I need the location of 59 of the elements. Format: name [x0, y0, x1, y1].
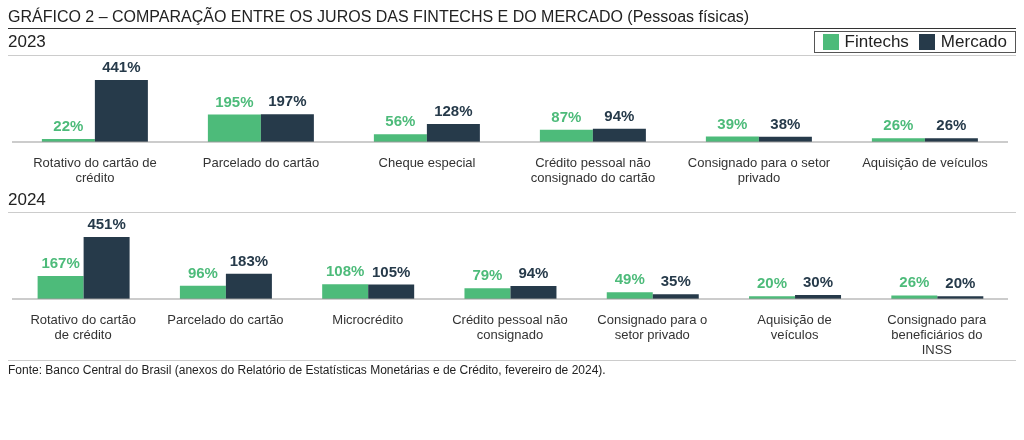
x-tick-label: Microcrédito [332, 312, 404, 327]
bar [207, 114, 261, 142]
bar [539, 129, 593, 142]
chart-title: GRÁFICO 2 – COMPARAÇÃO ENTRE OS JUROS DAS FINTECHS E DO MERCADO (Pessoas físicas) [8, 8, 1016, 29]
bar [83, 237, 130, 299]
x-tick-label: Aquisição de veículos [862, 155, 989, 170]
bar [510, 286, 557, 299]
x-tick-label: Parcelado do cartão [202, 155, 320, 170]
data-label: 105% [372, 262, 411, 280]
x-tick-label: Aquisição de veículos [757, 312, 832, 342]
bar [225, 273, 272, 299]
data-label: 96% [187, 263, 218, 281]
x-tick-label: Rotativo do cartão de crédito [30, 312, 136, 342]
data-label: 26% [936, 116, 967, 134]
x-tick-label: Cheque especial [378, 155, 476, 170]
data-label: 94% [518, 264, 549, 282]
chart-title: 2024 [8, 190, 46, 210]
data-label: 39% [717, 114, 748, 132]
data-label: 26% [883, 116, 914, 134]
data-label: 167% [41, 254, 80, 272]
data-label: 94% [604, 106, 635, 124]
bar [94, 80, 148, 142]
data-label: 183% [229, 251, 269, 269]
data-label: 22% [53, 116, 84, 134]
data-label: 128% [434, 102, 473, 119]
source-note: Fonte: Banco Central do Brasil (anexos do Relatório de Estatísticas Monetárias e de Crédito, fevereiro de 2024). [8, 360, 1016, 377]
bar [37, 276, 84, 299]
data-label: 26% [899, 273, 930, 291]
data-label: 87% [551, 107, 582, 125]
data-label: 195% [215, 92, 254, 110]
data-label: 38% [770, 114, 801, 132]
bar [592, 128, 646, 142]
x-tick-label: Consignado para o setor privado [687, 155, 831, 185]
data-label: 441% [102, 58, 141, 75]
data-label: 49% [614, 270, 645, 288]
data-label: 56% [385, 112, 416, 130]
data-label: 35% [660, 272, 691, 290]
data-label: 197% [268, 92, 307, 110]
x-tick-label: Parcelado do cartão [167, 312, 284, 327]
chart-subtitle: 2023 [8, 32, 46, 52]
data-label: 108% [326, 262, 365, 280]
bar [464, 288, 511, 299]
x-tick-label: Rotativo do cartão de crédito [33, 155, 157, 185]
legend-label: Mercado [940, 32, 1007, 52]
data-label: 20% [945, 274, 976, 292]
x-tick-label: Crédito pessoal não consignado do cartão [530, 155, 656, 185]
legend-label: Fintechs [844, 32, 909, 52]
bar [322, 284, 369, 299]
data-label: 451% [87, 215, 126, 232]
bar [368, 284, 415, 299]
data-label: 30% [803, 272, 834, 290]
bar [260, 114, 314, 142]
bar [426, 124, 480, 142]
data-label: 79% [472, 266, 503, 284]
data-label: 20% [757, 274, 788, 292]
x-tick-label: Consignado para o setor privado [597, 312, 708, 342]
x-tick-label: Consignado para beneficiários do INSS [887, 312, 988, 357]
bar [179, 285, 226, 299]
x-tick-label: Crédito pessoal não consignado [452, 312, 568, 342]
